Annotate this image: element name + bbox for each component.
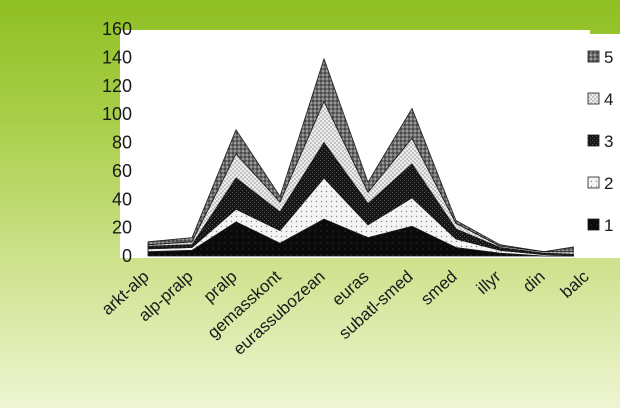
legend-swatch-2 <box>587 176 600 189</box>
y-tick-label: 160 <box>102 19 132 39</box>
y-tick-label: 0 <box>122 246 132 266</box>
x-tick-label: illyr <box>473 267 505 298</box>
y-tick-label: 140 <box>102 47 132 67</box>
y-tick-label: 40 <box>112 189 132 209</box>
y-tick-label: 80 <box>112 133 132 153</box>
legend-label-5: 5 <box>604 48 613 67</box>
x-tick-label: din <box>519 267 549 296</box>
area-layers <box>147 58 589 257</box>
y-tick-label: 100 <box>102 104 132 124</box>
legend-swatch-1 <box>587 218 600 231</box>
y-tick-label: 20 <box>112 218 132 238</box>
legend: 5 4 3 2 1 <box>587 48 613 235</box>
legend-swatch-4 <box>587 92 600 105</box>
y-axis: 0 20 40 60 80 100 120 140 160 <box>102 19 132 266</box>
x-tick-label: smed <box>417 267 461 309</box>
y-tick-label: 60 <box>112 161 132 181</box>
legend-swatch-3 <box>587 134 600 147</box>
x-tick-label: balc <box>557 267 593 302</box>
legend-label-1: 1 <box>604 216 613 235</box>
legend-label-4: 4 <box>604 90 613 109</box>
y-tick-label: 120 <box>102 76 132 96</box>
legend-label-2: 2 <box>604 174 613 193</box>
legend-swatch-5 <box>587 50 600 63</box>
legend-label-3: 3 <box>604 132 613 151</box>
